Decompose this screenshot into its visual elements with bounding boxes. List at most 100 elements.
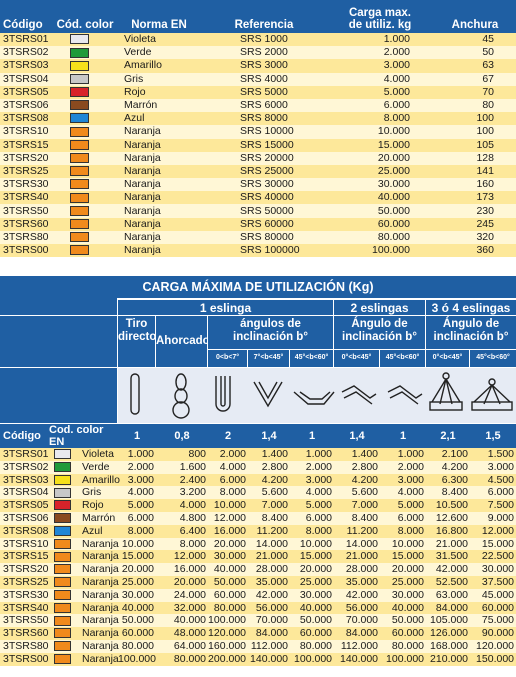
spec-row: 3TSRS10 Naranja SRS 10000 10.000 100 bbox=[0, 125, 516, 139]
load-value: 2.000 bbox=[380, 460, 427, 474]
row-code: 3TSRS00 bbox=[0, 244, 54, 258]
load-value: 40.000 bbox=[208, 563, 249, 576]
load-value: 20.000 bbox=[380, 563, 427, 576]
load-table-header: 1 eslinga 2 eslingas 3 ó 4 eslingas Tiro… bbox=[0, 298, 516, 424]
angle-range-3: 45°<b<60° bbox=[290, 350, 334, 368]
row-reference: SRS 15000 bbox=[202, 138, 326, 152]
load-value: 8.000 bbox=[290, 524, 335, 538]
load-value: 14.000 bbox=[334, 537, 381, 551]
load-rows: 3TSRS01 Violeta 1.000 800 2.000 1.400 1.000 1.4… bbox=[0, 448, 516, 666]
load-value: 6.000 bbox=[470, 486, 516, 500]
color-swatch bbox=[46, 575, 79, 589]
color-swatch-box bbox=[70, 245, 89, 256]
load-value: 12.000 bbox=[470, 524, 516, 538]
load-value: 10.500 bbox=[426, 499, 471, 512]
row-color-name: Naranja bbox=[79, 550, 119, 564]
load-value: 4.500 bbox=[470, 473, 516, 487]
color-swatch-box bbox=[54, 589, 71, 600]
load-value: 9.000 bbox=[470, 511, 516, 525]
load-row: 3TSRS02 Verde 2.000 1.600 4.000 2.800 2.000 2.8… bbox=[0, 460, 516, 474]
row-color-name: Naranja bbox=[116, 204, 202, 218]
load-value: 2.100 bbox=[426, 448, 471, 461]
color-swatch-box bbox=[70, 179, 89, 190]
color-swatch bbox=[54, 33, 116, 47]
spec-row: 3TSRS02 Verde SRS 2000 2.000 50 bbox=[0, 46, 516, 60]
col-carga-max: Carga max. de utiliz. kg bbox=[326, 0, 434, 33]
sling-pictograms bbox=[118, 368, 516, 424]
color-swatch bbox=[46, 499, 79, 512]
col-norma-en: Norma EN bbox=[116, 0, 202, 33]
row-code: 3TSRS15 bbox=[0, 550, 49, 564]
load-value: 16.000 bbox=[156, 563, 209, 576]
load-row: 3TSRS01 Violeta 1.000 800 2.000 1.400 1.000 1.4… bbox=[0, 448, 516, 461]
load-value: 3.000 bbox=[290, 473, 335, 487]
angle-range-4: 0°<b<45° bbox=[334, 350, 380, 368]
row-color-name: Violeta bbox=[79, 448, 119, 461]
factor-5: 1 bbox=[290, 424, 335, 448]
row-width: 63 bbox=[434, 59, 516, 73]
row-code: 3TSRS06 bbox=[0, 98, 54, 113]
load-value: 12.000 bbox=[208, 511, 249, 525]
load-value: 105.000 bbox=[426, 614, 471, 628]
color-swatch-box bbox=[54, 564, 71, 575]
spec-row: 3TSRS15 Naranja SRS 15000 15.000 105 bbox=[0, 138, 516, 152]
row-reference: SRS 1000 bbox=[202, 33, 326, 47]
row-color-name: Marrón bbox=[79, 511, 119, 525]
row-reference: SRS 50000 bbox=[202, 204, 326, 218]
color-swatch-box bbox=[70, 218, 89, 229]
row-max-load: 3.000 bbox=[326, 59, 434, 73]
load-value: 2.000 bbox=[290, 460, 335, 474]
load-value: 12.600 bbox=[426, 511, 471, 525]
load-capacity-table: Código Cod. color EN 1 0,8 2 1,4 1 1,4 1… bbox=[0, 424, 516, 666]
load-value: 30.000 bbox=[290, 588, 335, 602]
row-width: 100 bbox=[434, 112, 516, 126]
color-swatch bbox=[46, 652, 79, 666]
load-value: 22.500 bbox=[470, 550, 516, 564]
load-value: 4.200 bbox=[248, 473, 291, 487]
load-value: 11.200 bbox=[334, 524, 381, 538]
load-value: 80.000 bbox=[118, 639, 157, 653]
color-swatch-box bbox=[70, 100, 89, 111]
row-width: 141 bbox=[434, 164, 516, 179]
load-value: 8.000 bbox=[208, 486, 249, 500]
load-value: 7.000 bbox=[334, 499, 381, 512]
load-value: 2.800 bbox=[248, 460, 291, 474]
load-value: 11.200 bbox=[248, 524, 291, 538]
row-code: 3TSRS40 bbox=[0, 601, 49, 615]
angle-range-7: 45°<b<60° bbox=[470, 350, 516, 368]
load-value: 30.000 bbox=[380, 588, 427, 602]
row-width: 80 bbox=[434, 98, 516, 113]
color-swatch bbox=[54, 244, 116, 258]
color-swatch bbox=[46, 550, 79, 564]
spec-row: 3TSRS30 Naranja SRS 30000 30.000 160 bbox=[0, 178, 516, 192]
color-swatch bbox=[54, 112, 116, 126]
color-swatch bbox=[46, 588, 79, 602]
color-swatch-box bbox=[70, 232, 89, 243]
load-value: 90.000 bbox=[470, 627, 516, 640]
color-swatch bbox=[54, 98, 116, 113]
row-code: 3TSRS08 bbox=[0, 112, 54, 126]
row-reference: SRS 4000 bbox=[202, 72, 326, 86]
row-code: 3TSRS80 bbox=[0, 639, 49, 653]
load-value: 5.000 bbox=[118, 499, 157, 512]
load-value: 140.000 bbox=[334, 652, 381, 666]
load-value: 8.000 bbox=[156, 537, 209, 551]
load-value: 31.500 bbox=[426, 550, 471, 564]
row-reference: SRS 3000 bbox=[202, 59, 326, 73]
row-width: 128 bbox=[434, 151, 516, 165]
row-color-name: Naranja bbox=[79, 537, 119, 551]
load-value: 50.000 bbox=[118, 614, 157, 628]
color-swatch bbox=[54, 85, 116, 99]
load-value: 40.000 bbox=[380, 601, 427, 615]
load-value: 8.000 bbox=[118, 524, 157, 538]
color-swatch-box bbox=[54, 487, 71, 498]
load-value: 5.000 bbox=[290, 499, 335, 512]
load-value: 70.000 bbox=[334, 614, 381, 628]
basket-angle-45-icon bbox=[253, 381, 283, 408]
load-value: 1.000 bbox=[380, 448, 427, 461]
load-value: 10.000 bbox=[208, 499, 249, 512]
load-value: 8.400 bbox=[334, 511, 381, 525]
load-value: 80.000 bbox=[208, 601, 249, 615]
row-max-load: 2.000 bbox=[326, 46, 434, 60]
color-swatch bbox=[46, 563, 79, 576]
